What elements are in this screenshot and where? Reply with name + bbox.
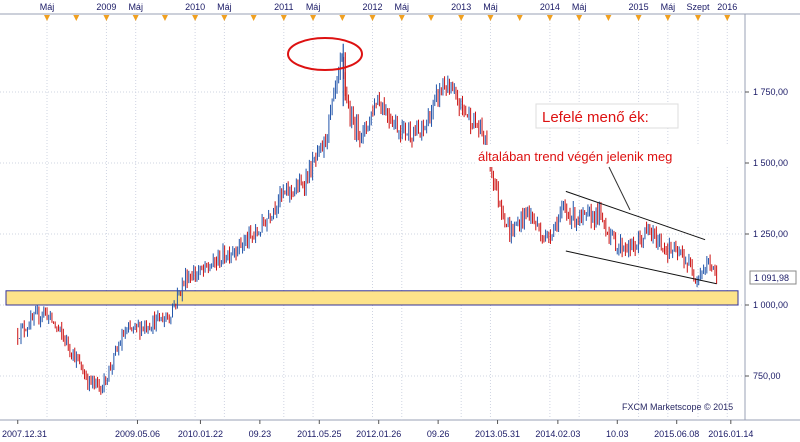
bottom-axis-label: 2010.01.22 <box>178 429 223 439</box>
bottom-axis-label: 2007.12.31 <box>2 429 47 439</box>
bottom-axis-label: 2015.06.08 <box>654 429 699 439</box>
last-price-marker: 1 091,98 <box>749 270 797 285</box>
peak-highlight-ellipse <box>287 37 363 71</box>
top-axis-marker <box>724 15 731 21</box>
watermark: FXCM Marketscope © 2015 <box>622 402 733 412</box>
top-axis-label: 2010 <box>185 2 205 12</box>
top-axis-label: Máj <box>217 2 232 12</box>
bottom-axis-label: 10.03 <box>606 429 629 439</box>
annotation-title: Lefelé menő ék: <box>542 109 649 126</box>
top-axis-label: Máj <box>572 2 587 12</box>
vertical-gridlines <box>0 13 800 421</box>
top-axis-label: Máj <box>483 2 498 12</box>
top-axis-marker <box>635 15 642 21</box>
top-axis-label: 2009 <box>96 2 116 12</box>
top-axis-marker <box>458 15 465 21</box>
bottom-axis-label: 2014.02.03 <box>535 429 580 439</box>
price-tick-label: 750,00 <box>753 371 781 381</box>
top-axis-marker <box>310 15 317 21</box>
last-price-box <box>749 270 797 285</box>
top-axis-marker <box>161 15 168 21</box>
price-tick-label: 1 000,00 <box>753 300 788 310</box>
top-axis-marker <box>369 15 376 21</box>
bottom-axis-label: 2009.05.06 <box>115 429 160 439</box>
top-axis-label: Szept <box>686 2 710 12</box>
bottom-axis-label: 2011.05.25 <box>297 429 341 439</box>
top-axis-label: Máj <box>661 2 676 12</box>
top-axis-marker <box>250 15 257 21</box>
support-zone-band <box>5 290 739 306</box>
candlestick-series <box>17 43 718 395</box>
price-tick-label: 1 750,00 <box>753 87 788 97</box>
top-axis-marker <box>339 15 346 21</box>
top-axis-marker <box>605 15 612 21</box>
annotation-title-box <box>535 103 679 129</box>
top-axis-label: 2013 <box>451 2 471 12</box>
falling-wedge <box>565 190 717 285</box>
wedge-lower-line <box>565 250 717 285</box>
top-axis-label: 2015 <box>629 2 649 12</box>
top-axis-marker <box>428 15 435 21</box>
top-axis-marker <box>576 15 583 21</box>
top-axis-marker <box>44 15 51 21</box>
top-axis-label: 2014 <box>540 2 560 12</box>
top-axis-marker <box>192 15 199 21</box>
annotations: Lefelé menő ék: általában trend végén je… <box>287 37 743 412</box>
top-axis-marker <box>73 15 80 21</box>
support-zone <box>5 290 739 306</box>
top-axis-marker <box>546 15 553 21</box>
price-tick-label: 1 500,00 <box>753 158 788 168</box>
top-axis-marker <box>103 15 110 21</box>
top-axis-marker <box>132 15 139 21</box>
bottom-axis-label: 09.23 <box>249 429 272 439</box>
bottom-axis-label: 09.26 <box>427 429 450 439</box>
top-time-axis: Máj 2009 Máj 2010 Máj 2011 Máj 2012 Máj 2013 Máj 20… <box>40 2 737 21</box>
top-axis-marker <box>280 15 287 21</box>
last-price-label: 1 091,98 <box>754 273 789 283</box>
price-tick-label: 1 250,00 <box>753 229 788 239</box>
top-axis-label: 2012 <box>362 2 382 12</box>
top-axis-marker <box>221 15 228 21</box>
bottom-axis-label: 2013.05.31 <box>475 429 520 439</box>
top-axis-marker <box>487 15 494 21</box>
top-axis-label: 2011 <box>274 2 293 12</box>
annotation-subtitle-box <box>475 145 743 167</box>
bottom-axis-label: 2016.01.14 <box>708 429 753 439</box>
top-axis-label: Máj <box>306 2 321 12</box>
wedge-upper-line <box>565 190 706 241</box>
top-axis-marker <box>664 15 671 21</box>
top-axis-label: Máj <box>40 2 55 12</box>
top-axis-label: Máj <box>395 2 410 12</box>
top-axis-marker <box>398 15 405 21</box>
bottom-time-axis: 2007.12.31 2009.05.06 2010.01.22 09.23 2011.… <box>2 420 753 439</box>
top-axis-marker <box>694 15 701 21</box>
top-axis-marker <box>516 15 523 21</box>
bottom-axis-label: 2012.01.26 <box>356 429 401 439</box>
annotation-subtitle: általában trend végén jelenik meg <box>478 149 672 164</box>
top-axis-label: 2016 <box>717 2 737 12</box>
annotation-pointer <box>608 166 631 211</box>
price-axis: 750,00 1 000,00 1 250,00 1 500,00 1 750,00 <box>745 87 788 381</box>
top-axis-label: Máj <box>128 2 143 12</box>
